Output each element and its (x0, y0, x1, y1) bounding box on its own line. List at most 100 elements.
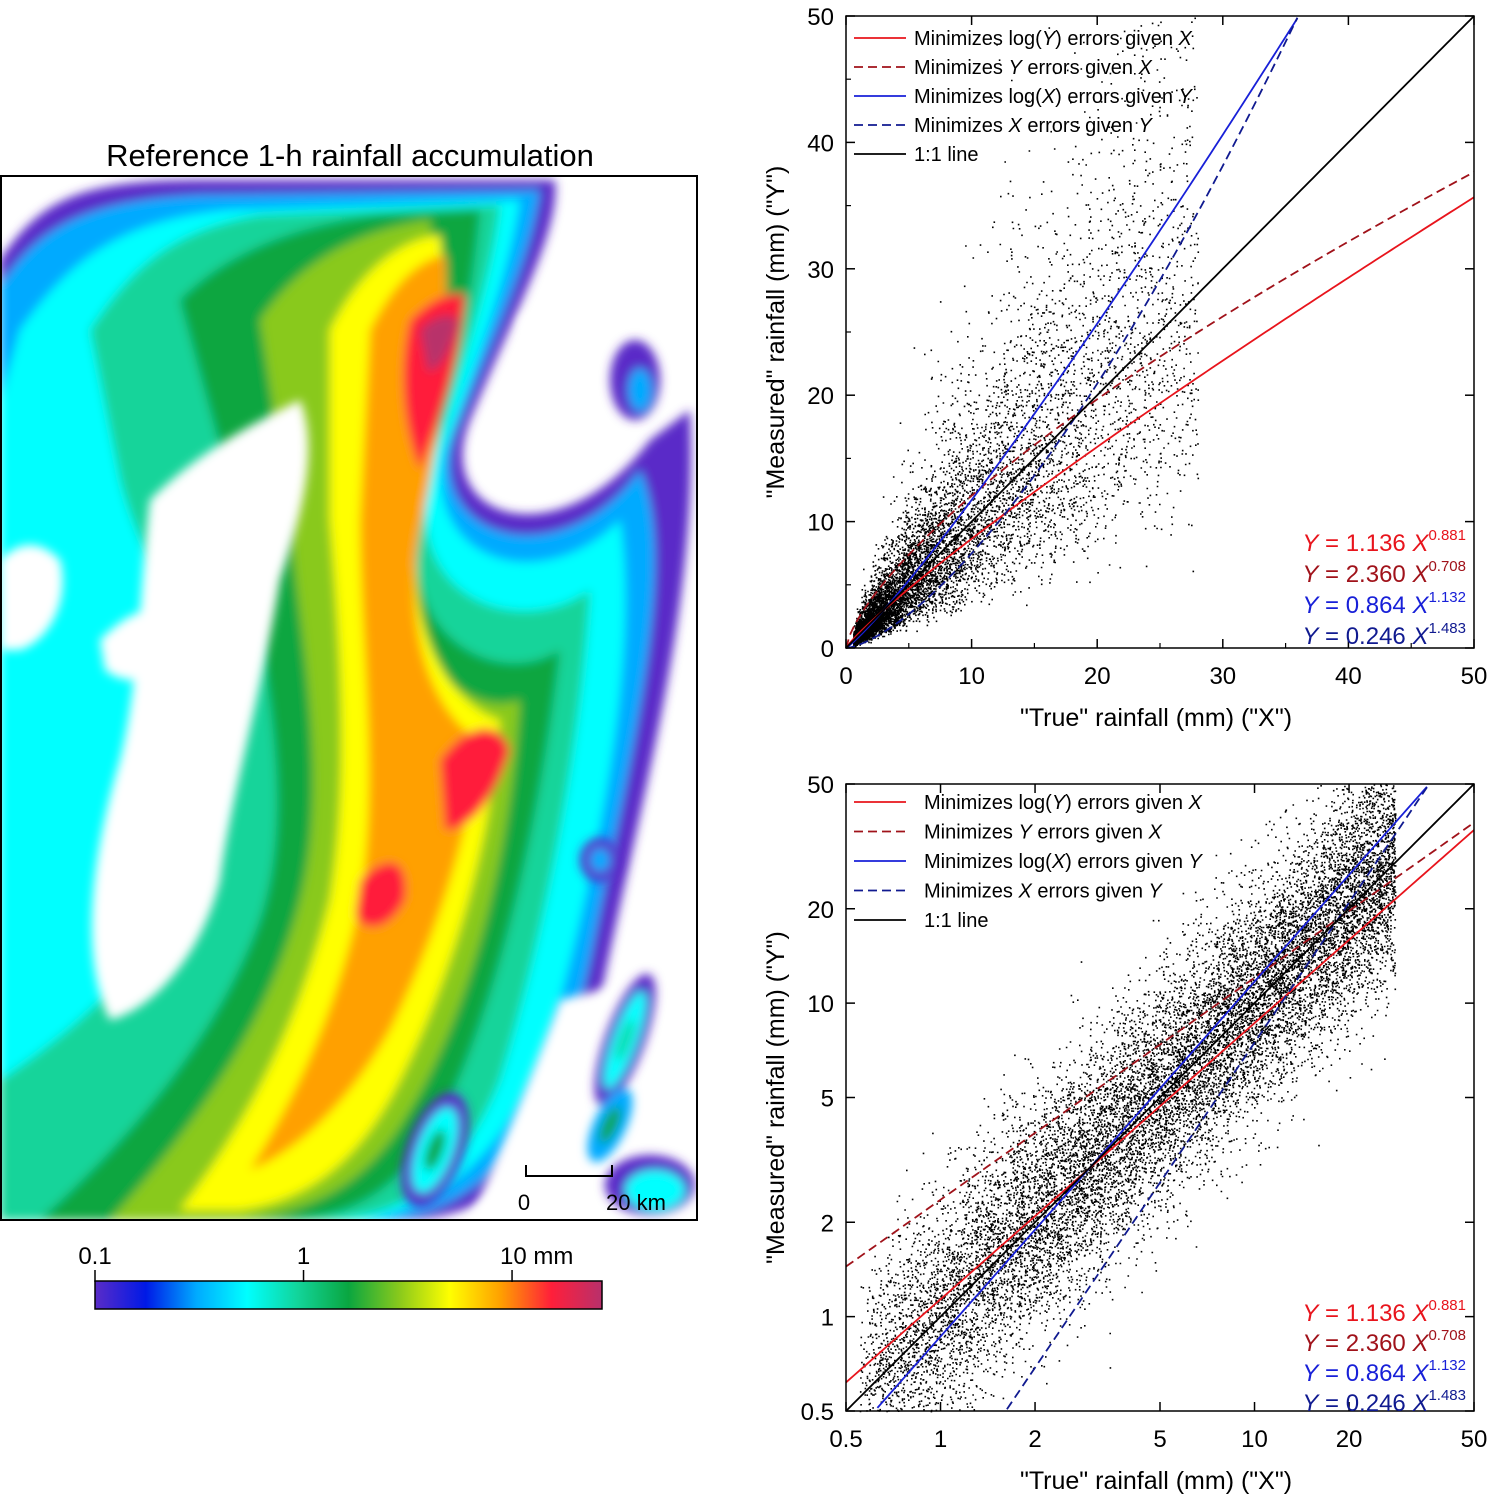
rainfall-field (1, 176, 697, 1220)
legend-entry-part: Y (1018, 822, 1033, 844)
y-tick-label: 30 (807, 257, 834, 284)
legend-entry-part: ) errors given (1055, 28, 1178, 50)
map-title: Reference 1-h rainfall accumulation (106, 138, 594, 173)
x-axis-label: "True" rainfall (mm) ("X") (1020, 1467, 1292, 1495)
x-tick-label: 20 (1084, 663, 1111, 690)
y-tick-label: 40 (807, 130, 834, 157)
equation-label: Y = 0.864 X1.132 (1302, 1357, 1466, 1387)
colorbar-tick-label: 0.1 (78, 1243, 111, 1270)
equation-exponent: 0.708 (1428, 558, 1466, 575)
equation-var: X (1411, 1360, 1429, 1387)
colorbar-tick-label: 10 mm (500, 1243, 573, 1270)
x-tick-label: 0.5 (829, 1426, 862, 1453)
legend-entry-part: ) errors given (1065, 851, 1188, 873)
legend-entry-part: X (1188, 792, 1203, 814)
colorbar: 0.1 1 10 mm (78, 1243, 603, 1310)
equation-label: Y = 1.136 X0.881 (1302, 1297, 1466, 1327)
equation-label: Y = 0.864 X1.132 (1302, 589, 1466, 619)
x-tick-label: 0 (839, 663, 852, 690)
fit-line-3 (845, 17, 1299, 649)
y-tick-label: 0.5 (801, 1399, 834, 1426)
equation-var: X (1411, 1390, 1429, 1417)
legend: Minimizes log(Y) errors given X Minimizes… (854, 28, 1194, 166)
axes: 0.5 1 2 5 10 20 50 0.5 1 2 5 10 20 50 "True" rainfall … (762, 772, 1487, 1495)
equation-lhs: Y (1302, 1300, 1320, 1327)
fit-line-0 (845, 196, 1475, 649)
legend-entry-part: errors given (1032, 881, 1149, 903)
x-tick-label: 10 (1241, 1426, 1268, 1453)
legend-entry: Minimizes log(X) errors given Y (914, 86, 1194, 108)
log-scatter-chart: 0.5 1 2 5 10 20 50 0.5 1 2 5 10 20 50 "True" rainfall … (762, 772, 1487, 1495)
x-tick-label: 50 (1461, 1426, 1488, 1453)
legend-entry-part: Minimizes log( (924, 792, 1052, 814)
equation-lhs: Y (1302, 623, 1320, 650)
legend-entry-part: Minimizes (914, 57, 1008, 79)
legend-entry: Minimizes log(Y) errors given X (914, 28, 1193, 50)
legend-entry-part: Minimizes (924, 881, 1018, 903)
equation-coef: = 1.136 (1318, 1300, 1412, 1327)
legend-entry: Minimizes X errors given Y (914, 115, 1154, 137)
legend-entry-part: X (1017, 881, 1032, 903)
legend-entry-part: Minimizes log( (924, 851, 1052, 873)
legend-entry-part: Y (1052, 792, 1067, 814)
map-frame (0, 175, 698, 1221)
equation-coef: = 0.864 (1318, 1360, 1412, 1387)
equation-exponent: 0.881 (1428, 1297, 1466, 1314)
fit-lines (845, 15, 1475, 649)
legend-entry: 1:1 line (924, 910, 989, 932)
equation-var: X (1411, 561, 1429, 588)
equation-label: Y = 2.360 X0.708 (1302, 558, 1466, 588)
legend: Minimizes log(Y) errors given XMinimizes… (854, 792, 1204, 932)
legend-entry-part: X (1178, 28, 1193, 50)
y-tick-label: 0 (821, 636, 834, 663)
equation-lhs: Y (1302, 592, 1320, 619)
equation-var: X (1411, 530, 1429, 557)
linear-scatter-chart: 0 10 20 30 40 50 0 10 20 30 40 50 "True" rainfall (m… (762, 4, 1487, 732)
scale-bar-end-label: 20 km (606, 1190, 666, 1215)
equation-exponent: 0.708 (1428, 1327, 1466, 1344)
x-tick-label: 30 (1209, 663, 1236, 690)
axes: 0 10 20 30 40 50 0 10 20 30 40 50 "True" rainfall (m… (762, 4, 1487, 732)
equation-label: Y = 2.360 X0.708 (1302, 1327, 1466, 1357)
legend-entry-part: Y (1042, 28, 1057, 50)
legend-entry: Minimizes X errors given Y (924, 881, 1164, 903)
legend-entry: Minimizes log(X) errors given Y (924, 851, 1204, 873)
y-tick-label: 10 (807, 510, 834, 537)
colorbar-gradient (94, 1280, 603, 1310)
legend-entry-part: X (1138, 57, 1153, 79)
legend-entry-part: errors given (1022, 115, 1139, 137)
equation-lhs: Y (1302, 1330, 1320, 1357)
x-tick-label: 50 (1461, 663, 1488, 690)
rainfall-map-figure: Reference 1-h rainfall accumulation (0, 138, 698, 1310)
legend-entry-part: X (1041, 86, 1056, 108)
scale-bar-start-label: 0 (518, 1190, 530, 1215)
y-tick-label: 50 (807, 4, 834, 31)
fit-line-4 (845, 783, 1475, 1412)
legend-entry-part: errors given (1022, 57, 1139, 79)
equation-label: Y = 1.136 X0.881 (1302, 527, 1466, 557)
x-tick-label: 1 (934, 1426, 947, 1453)
legend-entry: Minimizes log(Y) errors given X (924, 792, 1203, 814)
legend-entry-part: Minimizes (914, 115, 1008, 137)
legend-entry-part: X (1007, 115, 1022, 137)
equation-coef: = 2.360 (1318, 1330, 1412, 1357)
equation-coef: = 0.246 (1318, 623, 1412, 650)
legend-entry-part: Minimizes (924, 822, 1018, 844)
fit-line-1 (845, 821, 1475, 1268)
colorbar-tick-label: 1 (297, 1243, 310, 1270)
y-tick-label: 10 (807, 991, 834, 1018)
equation-exponent: 0.881 (1428, 527, 1466, 544)
fit-line-4 (845, 15, 1475, 649)
equation-label: Y = 0.246 X1.483 (1302, 620, 1466, 650)
legend-entry-part: Y (1189, 851, 1204, 873)
equation-lhs: Y (1302, 1360, 1320, 1387)
x-tick-label: 20 (1336, 1426, 1363, 1453)
legend-entry-part: X (1148, 822, 1163, 844)
equation-var: X (1411, 1330, 1429, 1357)
y-tick-label: 50 (807, 772, 834, 799)
equation-exponent: 1.132 (1428, 589, 1466, 606)
y-axis-label: "Measured" rainfall (mm) ("Y") (762, 931, 790, 1264)
equation-lhs: Y (1302, 1390, 1320, 1417)
